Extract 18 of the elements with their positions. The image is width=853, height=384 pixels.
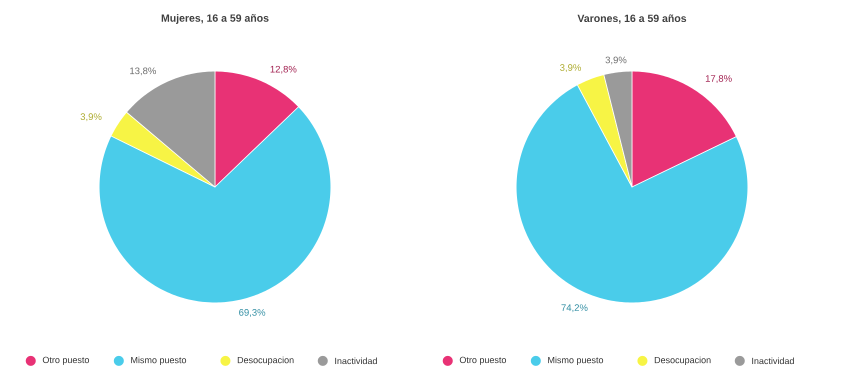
- data-label: 74,2%: [561, 304, 588, 312]
- data-label: 3,9%: [80, 113, 102, 122]
- data-label: 13,8%: [130, 67, 156, 76]
- legend-label: Otro puesto: [460, 356, 506, 365]
- legend-label: Mismo puesto: [131, 356, 186, 366]
- legend-label: Inactividad: [335, 358, 377, 364]
- chart-title: Mujeres, 16 a 59 años: [162, 14, 269, 24]
- data-label: 12,8%: [270, 66, 296, 74]
- data-label: 17,8%: [706, 75, 732, 83]
- data-label: 3,9%: [560, 64, 581, 72]
- legend-label: Otro puesto: [42, 356, 90, 365]
- data-label: 69,3%: [239, 309, 266, 317]
- data-label: 3,9%: [606, 56, 626, 64]
- chart-title: Varones, 16 a 59 años: [578, 14, 686, 24]
- legend-label: Mismo puesto: [548, 356, 604, 366]
- legend-label: Inactividad: [752, 358, 794, 364]
- legend-label: Desocupacion: [238, 356, 294, 366]
- legend-label: Desocupacion: [654, 356, 711, 366]
